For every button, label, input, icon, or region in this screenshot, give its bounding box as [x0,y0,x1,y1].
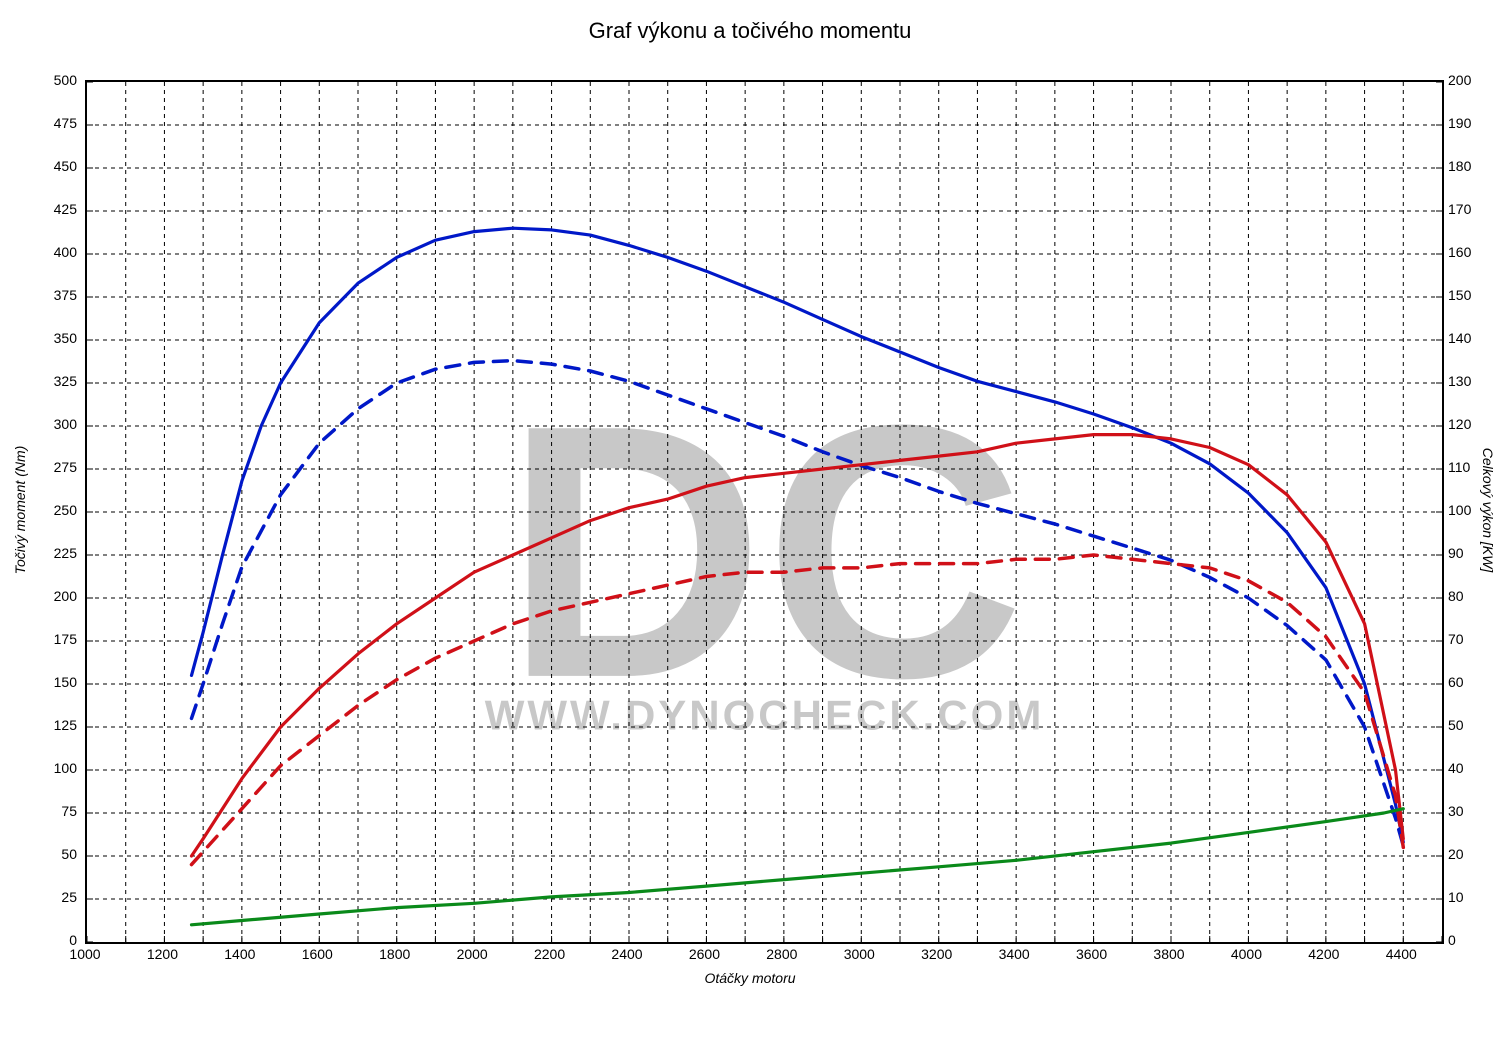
y-right-tick-label: 80 [1448,588,1464,604]
x-tick-label: 1800 [379,946,410,962]
y-left-tick-label: 225 [54,545,77,561]
series-drag_power [192,809,1404,925]
y-left-tick-label: 450 [54,158,77,174]
y-left-tick-label: 300 [54,416,77,432]
y-right-tick-label: 150 [1448,287,1471,303]
y-right-tick-label: 20 [1448,846,1464,862]
x-tick-label: 3000 [844,946,875,962]
y-right-tick-label: 200 [1448,72,1471,88]
y-right-axis-label: Celkový výkon [KW] [1480,448,1496,572]
y-left-tick-label: 150 [54,674,77,690]
x-tick-label: 3400 [999,946,1030,962]
x-tick-label: 3200 [921,946,952,962]
y-left-tick-label: 175 [54,631,77,647]
y-left-tick-label: 475 [54,115,77,131]
x-tick-label: 2800 [766,946,797,962]
x-tick-label: 2600 [689,946,720,962]
x-tick-label: 3800 [1153,946,1184,962]
y-left-tick-label: 250 [54,502,77,518]
watermark-url: WWW.DYNOCHECK.COM [485,691,1045,738]
x-tick-label: 2400 [611,946,642,962]
x-tick-label: 2200 [534,946,565,962]
y-left-tick-label: 275 [54,459,77,475]
x-tick-label: 4400 [1386,946,1417,962]
y-right-tick-label: 40 [1448,760,1464,776]
x-tick-label: 4000 [1231,946,1262,962]
y-right-tick-label: 100 [1448,502,1471,518]
y-right-tick-label: 170 [1448,201,1471,217]
dyno-chart: Graf výkonu a točivého momentu DCWWW.DYN… [0,0,1500,1041]
x-tick-label: 1600 [302,946,333,962]
x-tick-label: 1400 [224,946,255,962]
y-right-tick-label: 70 [1448,631,1464,647]
y-left-tick-label: 500 [54,72,77,88]
y-right-tick-label: 10 [1448,889,1464,905]
plot-area: DCWWW.DYNOCHECK.COM [85,80,1444,944]
y-left-tick-label: 0 [69,932,77,948]
x-tick-label: 1200 [147,946,178,962]
y-right-tick-label: 160 [1448,244,1471,260]
y-left-axis-label: Točivý moment (Nm) [12,446,28,575]
y-right-tick-label: 50 [1448,717,1464,733]
y-left-tick-label: 75 [61,803,77,819]
x-tick-label: 3600 [1076,946,1107,962]
y-right-tick-label: 120 [1448,416,1471,432]
y-left-tick-label: 350 [54,330,77,346]
y-left-tick-label: 50 [61,846,77,862]
y-right-tick-label: 180 [1448,158,1471,174]
y-right-tick-label: 90 [1448,545,1464,561]
y-left-tick-label: 25 [61,889,77,905]
y-right-tick-label: 190 [1448,115,1471,131]
y-left-tick-label: 100 [54,760,77,776]
y-left-tick-label: 325 [54,373,77,389]
y-right-tick-label: 30 [1448,803,1464,819]
y-left-tick-label: 125 [54,717,77,733]
x-tick-label: 2000 [457,946,488,962]
x-tick-label: 1000 [69,946,100,962]
y-left-tick-label: 425 [54,201,77,217]
x-tick-label: 4200 [1308,946,1339,962]
x-axis-label: Otáčky motoru [0,970,1500,986]
chart-title: Graf výkonu a točivého momentu [0,18,1500,44]
y-right-tick-label: 60 [1448,674,1464,690]
y-right-tick-label: 130 [1448,373,1471,389]
y-left-tick-label: 400 [54,244,77,260]
y-right-tick-label: 0 [1448,932,1456,948]
y-left-tick-label: 375 [54,287,77,303]
y-right-tick-label: 140 [1448,330,1471,346]
y-left-tick-label: 200 [54,588,77,604]
y-right-tick-label: 110 [1448,459,1470,475]
